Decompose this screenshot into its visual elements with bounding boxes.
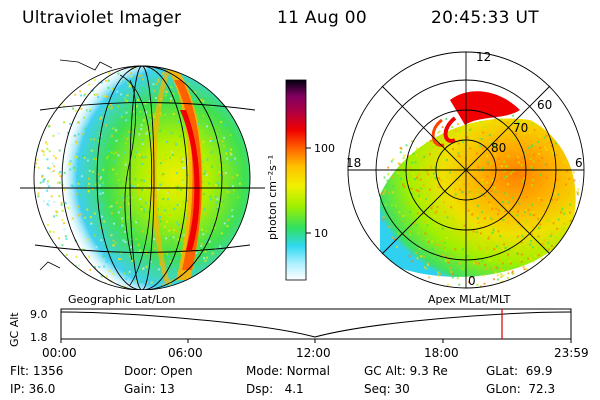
glon-value: 72.3 — [528, 382, 556, 396]
geographic-image: Geographic Lat/Lon — [20, 59, 265, 306]
gain-value: 13 — [159, 382, 175, 396]
seq-value: 30 — [394, 382, 410, 396]
gcalt-field: GC Alt: 9.3 Re — [364, 364, 448, 378]
colorbar-tick-10: 10 — [314, 227, 328, 240]
flt-field: Flt: 1356 — [10, 364, 64, 378]
geographic-caption: Geographic Lat/Lon — [68, 293, 175, 306]
dsp-field: Dsp: 4.1 — [246, 382, 304, 396]
xtick-0600: 06:00 — [168, 346, 203, 360]
flt-value: 1356 — [32, 364, 64, 378]
xtick-1200: 12:00 — [296, 346, 331, 360]
mlt-label-0: 0 — [468, 274, 476, 288]
mode-field: Mode: Normal — [246, 364, 330, 378]
mlat-label-80: 80 — [491, 141, 506, 155]
mlt-label-18: 18 — [346, 156, 361, 170]
instrument-title: Ultraviolet Imager — [22, 8, 182, 28]
colorbar-tick-100: 100 — [314, 142, 335, 155]
ip-value: 36.0 — [28, 382, 56, 396]
ytick-1-8: 1.8 — [30, 331, 48, 344]
door-value: Open — [160, 364, 193, 378]
glat-field: GLat: 69.9 — [486, 364, 553, 378]
apex-caption: Apex MLat/MLT — [428, 293, 511, 306]
ip-field: IP: 36.0 — [10, 382, 56, 396]
colorbar-label: photon cm⁻²s⁻¹ — [266, 155, 279, 240]
mlt-label-12: 12 — [476, 50, 491, 64]
mlat-label-70: 70 — [513, 121, 528, 135]
gc-alt-ylabel: GC Alt — [8, 312, 21, 347]
altitude-timeline: GC Alt 9.0 1.8 00:00 06:00 12:00 18:00 2… — [8, 308, 589, 360]
colorbar: 100 10 photon cm⁻²s⁻¹ — [266, 79, 335, 281]
mlt-label-6: 6 — [575, 156, 583, 170]
dsp-value: 4.1 — [284, 382, 304, 396]
mode-value: Normal — [286, 364, 330, 378]
date-label: 11 Aug 00 — [277, 8, 367, 28]
door-field: Door: Open — [124, 364, 193, 378]
gain-field: Gain: 13 — [124, 382, 175, 396]
xtick-0000: 00:00 — [42, 346, 77, 360]
xtick-1800: 18:00 — [424, 346, 459, 360]
gcalt-value: 9.3 Re — [409, 364, 448, 378]
seq-field: Seq: 30 — [364, 382, 410, 396]
glon-field: GLon: 72.3 — [486, 382, 556, 396]
ytick-9: 9.0 — [30, 308, 48, 321]
time-label: 20:45:33 UT — [431, 8, 539, 28]
polar-image: 12 18 6 0 60 70 80 Apex MLat/MLT — [346, 50, 585, 306]
xtick-2359: 23:59 — [554, 346, 589, 360]
glat-value: 69.9 — [525, 364, 553, 378]
mlat-label-60: 60 — [537, 98, 552, 112]
